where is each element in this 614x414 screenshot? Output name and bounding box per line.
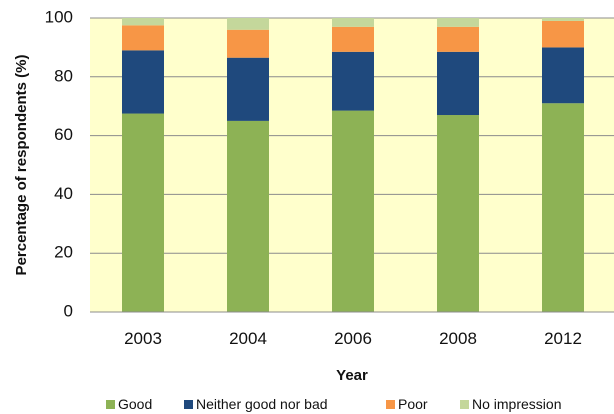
- x-axis-title: Year: [336, 367, 368, 384]
- bar-segment: [332, 26, 374, 52]
- x-tick-label: 2006: [334, 329, 372, 348]
- bar-segment: [542, 103, 584, 312]
- bar-segment: [122, 18, 164, 26]
- bar-segment: [437, 26, 479, 52]
- legend-swatch: [106, 400, 115, 409]
- legend-label: No impression: [472, 396, 561, 412]
- bar-segment: [437, 51, 479, 116]
- legend-label: Good: [118, 396, 152, 412]
- bar-segment: [227, 29, 269, 58]
- bar-segment: [122, 113, 164, 312]
- bar-segment: [542, 18, 584, 21]
- legend-label: Neither good nor bad: [196, 396, 328, 412]
- bar-segment: [437, 18, 479, 27]
- legend: Good Neither good nor bad Poor No impressio…: [106, 396, 561, 412]
- x-tick-labels: 2003 2004 2006 2008 2012: [124, 329, 582, 348]
- bar-segment: [542, 47, 584, 104]
- bars: [122, 18, 584, 313]
- bar-segment: [227, 57, 269, 121]
- bar-segment: [122, 25, 164, 51]
- bar-segment: [332, 110, 374, 312]
- y-tick-label: 20: [54, 243, 73, 262]
- bar-segment: [542, 20, 584, 48]
- legend-label: Poor: [398, 396, 428, 412]
- y-tick-label: 0: [64, 301, 73, 320]
- legend-swatch: [184, 400, 193, 409]
- bar-segment: [227, 18, 269, 30]
- bar-segment: [122, 50, 164, 114]
- legend-swatch: [386, 400, 395, 409]
- x-tick-label: 2008: [439, 329, 477, 348]
- y-tick-labels: 0 20 40 60 80 100: [45, 7, 73, 320]
- y-tick-label: 80: [54, 66, 73, 85]
- legend-swatch: [460, 400, 469, 409]
- bar-segment: [332, 18, 374, 27]
- bar-segment: [227, 120, 269, 313]
- x-tick-label: 2003: [124, 329, 162, 348]
- y-tick-label: 100: [45, 7, 73, 26]
- y-axis-title: Percentage of respondents (%): [13, 55, 30, 276]
- x-tick-label: 2012: [544, 329, 582, 348]
- y-tick-label: 60: [54, 125, 73, 144]
- bar-segment: [332, 51, 374, 111]
- bar-segment: [437, 115, 479, 313]
- y-tick-label: 40: [54, 184, 73, 203]
- x-tick-label: 2004: [229, 329, 267, 348]
